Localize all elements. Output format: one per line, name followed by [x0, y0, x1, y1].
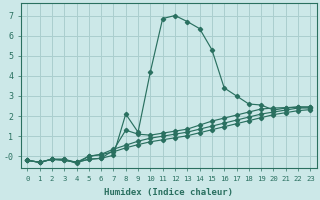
X-axis label: Humidex (Indice chaleur): Humidex (Indice chaleur)	[104, 188, 233, 197]
